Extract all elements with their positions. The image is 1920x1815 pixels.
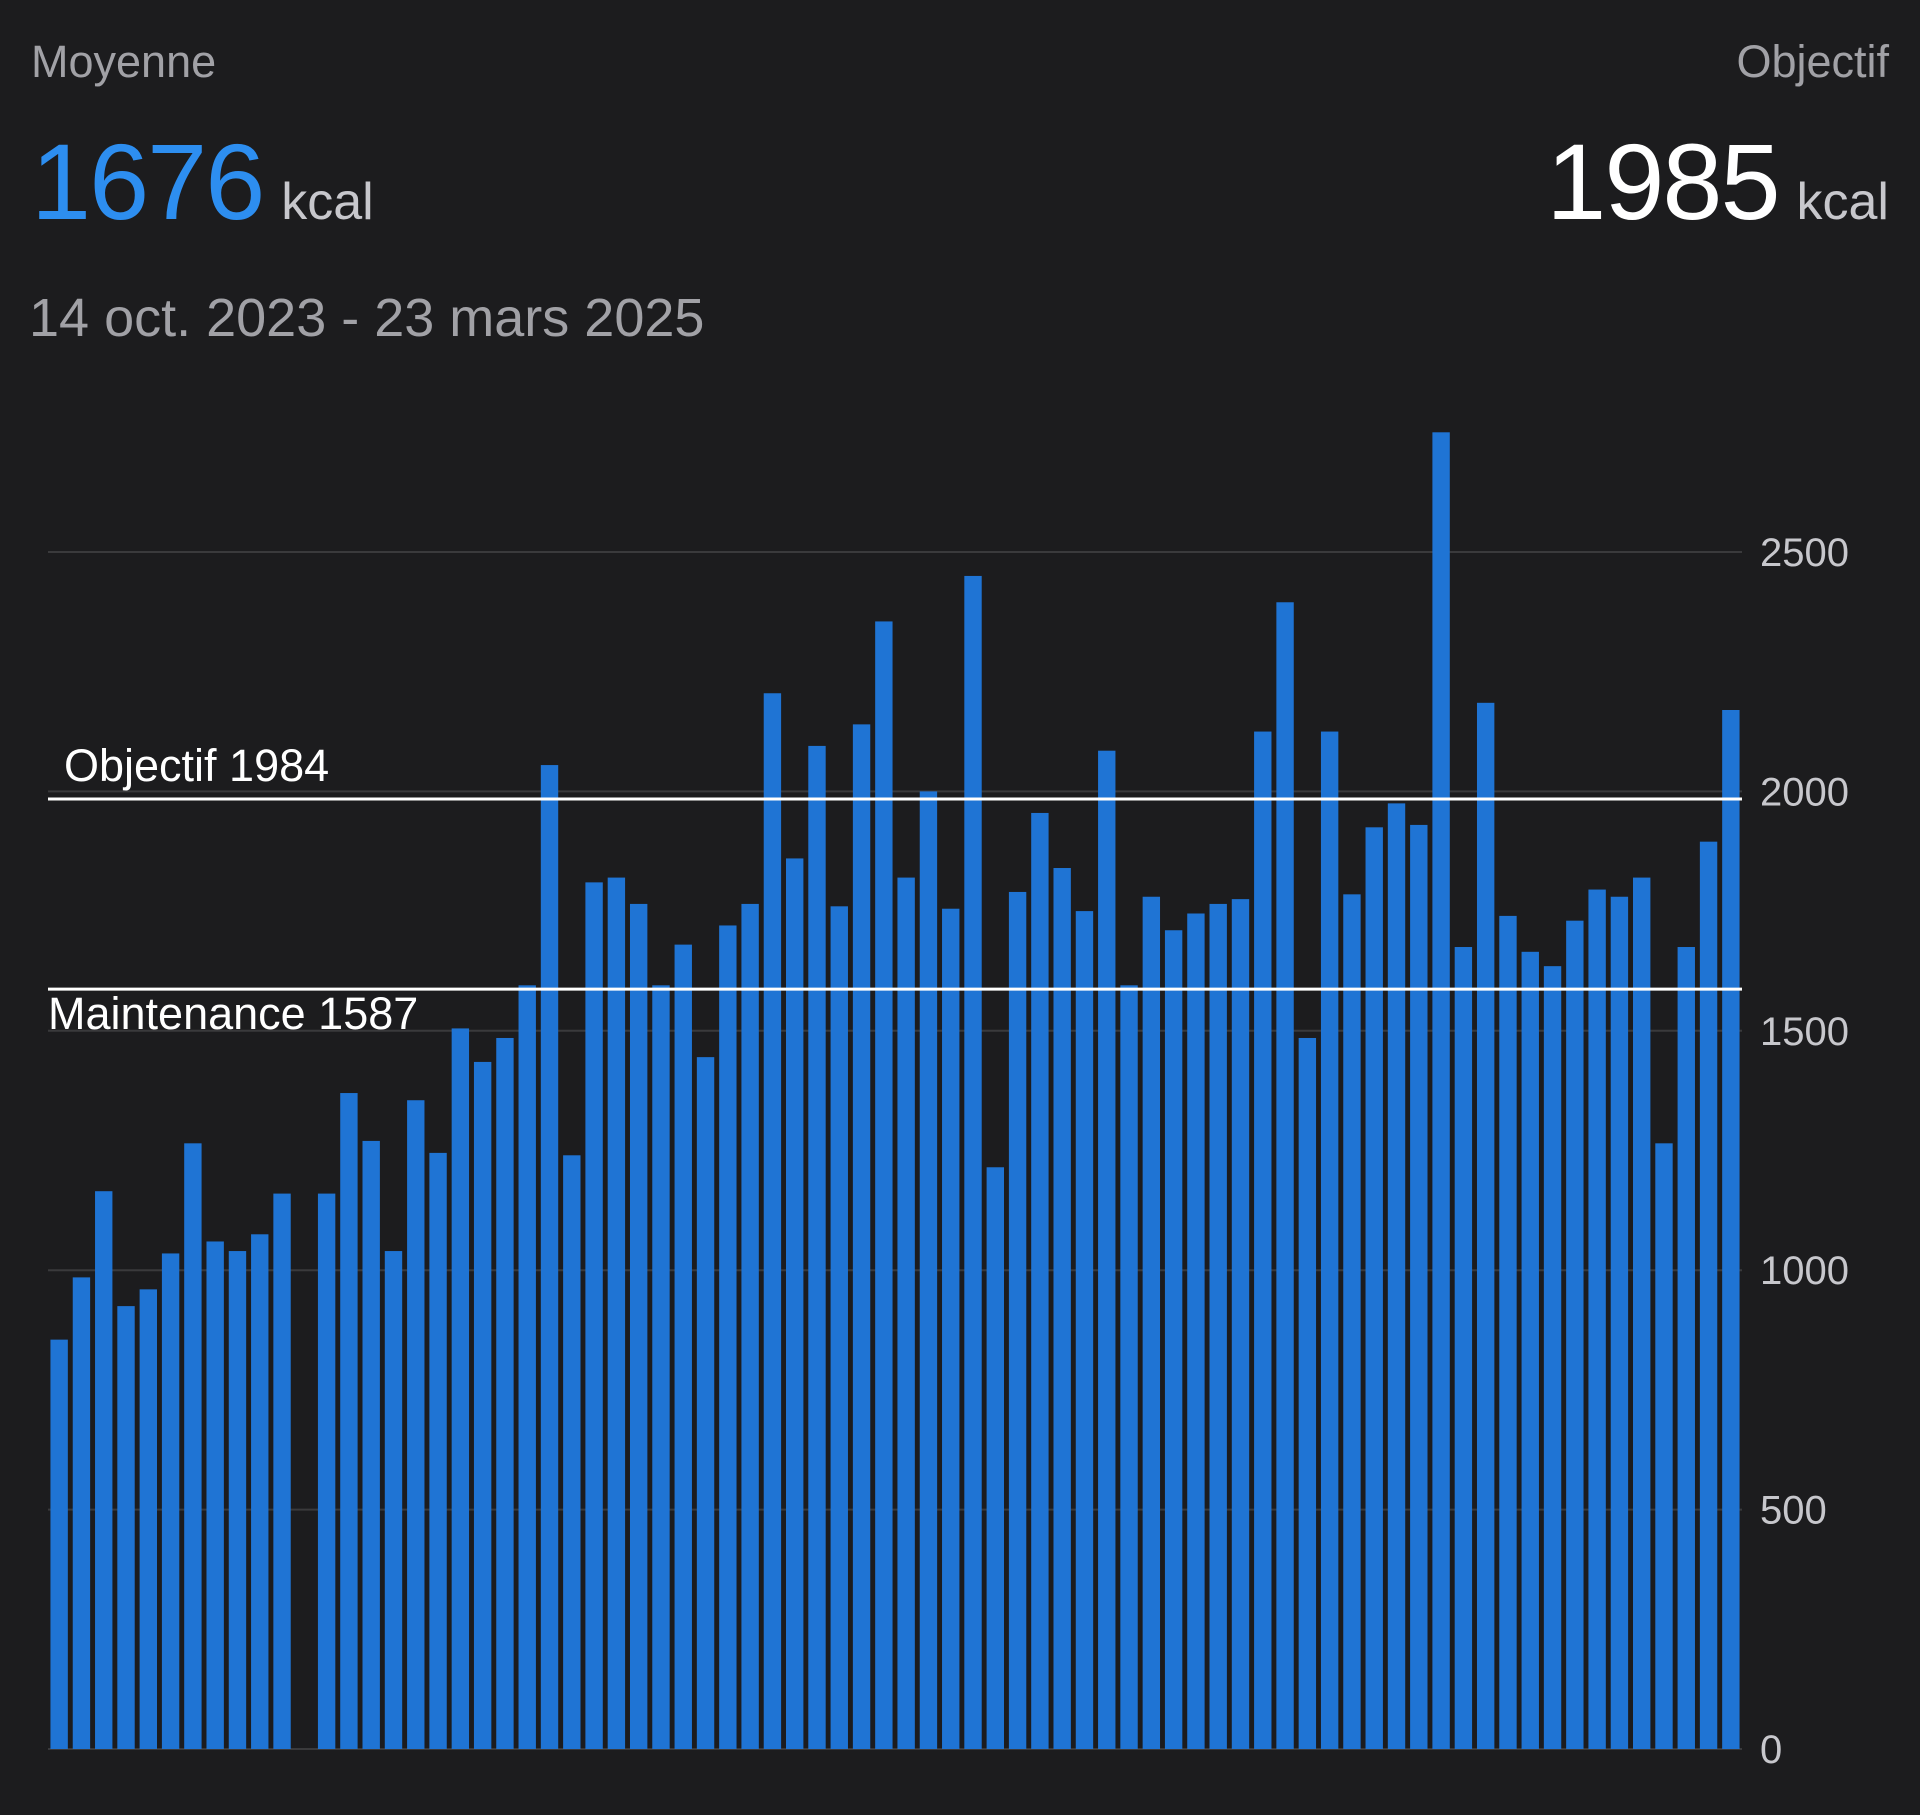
bar-52[interactable] — [1209, 903, 1227, 1749]
bar-32[interactable] — [763, 693, 782, 1749]
bar-39[interactable] — [919, 791, 938, 1749]
bar-8[interactable] — [228, 1251, 247, 1749]
reference-label-0: Objectif 1984 — [64, 740, 329, 791]
bar-47[interactable] — [1098, 750, 1116, 1749]
bar-71[interactable] — [1633, 877, 1651, 1749]
bar-49[interactable] — [1142, 896, 1161, 1749]
bar-25[interactable] — [607, 877, 626, 1749]
bar-46[interactable] — [1075, 911, 1094, 1749]
bar-58[interactable] — [1343, 894, 1361, 1749]
bar-62[interactable] — [1432, 432, 1450, 1749]
average-row: 1676 kcal — [31, 121, 374, 252]
average-unit: kcal — [281, 173, 374, 231]
bar-61[interactable] — [1410, 824, 1428, 1749]
bar-1[interactable] — [72, 1277, 91, 1749]
bar-14[interactable] — [362, 1140, 380, 1749]
bar-45[interactable] — [1053, 868, 1071, 1749]
bar-16[interactable] — [407, 1100, 425, 1749]
bar-18[interactable] — [451, 1028, 470, 1749]
bar-51[interactable] — [1187, 913, 1205, 1749]
bar-40[interactable] — [942, 908, 960, 1749]
bar-68[interactable] — [1566, 920, 1584, 1749]
bar-72[interactable] — [1655, 1143, 1673, 1749]
bar-60[interactable] — [1387, 803, 1406, 1749]
bar-50[interactable] — [1164, 930, 1183, 1749]
bar-35[interactable] — [830, 906, 848, 1749]
bar-6[interactable] — [184, 1143, 202, 1749]
average-label: Moyenne — [31, 36, 217, 87]
bars — [50, 432, 1740, 1750]
bar-26[interactable] — [629, 903, 648, 1749]
bar-54[interactable] — [1254, 731, 1272, 1749]
bar-31[interactable] — [741, 903, 759, 1749]
bar-53[interactable] — [1231, 899, 1250, 1749]
bar-17[interactable] — [429, 1152, 447, 1749]
bar-10[interactable] — [273, 1193, 291, 1749]
bar-13[interactable] — [340, 1093, 358, 1749]
bar-4[interactable] — [139, 1289, 157, 1749]
bar-37[interactable] — [875, 621, 893, 1750]
bar-3[interactable] — [117, 1306, 135, 1749]
bar-22[interactable] — [540, 765, 559, 1749]
bar-69[interactable] — [1588, 889, 1606, 1749]
bar-59[interactable] — [1365, 827, 1383, 1749]
bar-55[interactable] — [1276, 602, 1294, 1749]
average-stat: Moyenne 1676 kcal — [31, 32, 374, 252]
y-tick-label-500: 500 — [1760, 1489, 1827, 1533]
bar-21[interactable] — [518, 985, 536, 1749]
bar-20[interactable] — [496, 1037, 514, 1749]
bar-74[interactable] — [1699, 841, 1718, 1749]
average-value: 1676 — [31, 121, 265, 242]
bar-56[interactable] — [1298, 1037, 1317, 1749]
bar-41[interactable] — [964, 575, 982, 1750]
bar-42[interactable] — [986, 1167, 1004, 1749]
bar-5[interactable] — [161, 1253, 180, 1749]
reference-label-1: Maintenance 1587 — [48, 988, 418, 1039]
y-tick-label-1000: 1000 — [1760, 1249, 1849, 1293]
y-tick-label-2500: 2500 — [1760, 531, 1849, 575]
y-tick-label-2000: 2000 — [1760, 770, 1849, 814]
bar-48[interactable] — [1120, 985, 1138, 1749]
goal-value: 1985 — [1546, 121, 1780, 242]
goal-unit: kcal — [1796, 173, 1889, 231]
bar-43[interactable] — [1008, 891, 1027, 1749]
bar-70[interactable] — [1610, 896, 1629, 1749]
bar-36[interactable] — [852, 724, 871, 1749]
bar-73[interactable] — [1677, 947, 1695, 1749]
bar-30[interactable] — [719, 925, 737, 1749]
bar-2[interactable] — [95, 1191, 113, 1749]
bar-15[interactable] — [384, 1251, 403, 1749]
date-range: 14 oct. 2023 - 23 mars 2025 — [29, 288, 705, 348]
bar-9[interactable] — [251, 1234, 269, 1749]
bar-19[interactable] — [473, 1061, 492, 1749]
bar-23[interactable] — [563, 1155, 581, 1749]
y-tick-label-1500: 1500 — [1760, 1010, 1849, 1054]
reference-lines: Objectif 1984 Maintenance 1587 — [48, 740, 1742, 1039]
goal-stat: Objectif 1985 kcal — [1546, 32, 1889, 252]
bar-28[interactable] — [674, 944, 692, 1749]
bar-44[interactable] — [1031, 812, 1049, 1749]
bar-75[interactable] — [1722, 710, 1740, 1749]
y-tick-label-0: 0 — [1760, 1728, 1782, 1772]
bar-57[interactable] — [1320, 731, 1339, 1749]
bar-64[interactable] — [1476, 702, 1495, 1749]
bar-63[interactable] — [1454, 947, 1473, 1749]
bar-12[interactable] — [317, 1193, 336, 1749]
y-axis-ticks: 0 500 1000 1500 2000 2500 — [1760, 531, 1849, 1772]
bar-65[interactable] — [1499, 915, 1517, 1749]
bar-7[interactable] — [206, 1241, 224, 1749]
bar-29[interactable] — [696, 1057, 715, 1749]
goal-label: Objectif — [1736, 36, 1889, 87]
bar-67[interactable] — [1543, 966, 1562, 1749]
bar-33[interactable] — [786, 858, 804, 1749]
bar-0[interactable] — [50, 1339, 68, 1749]
bar-38[interactable] — [897, 877, 915, 1749]
bar-24[interactable] — [585, 882, 603, 1749]
bar-34[interactable] — [808, 745, 826, 1749]
bar-27[interactable] — [652, 985, 670, 1749]
goal-row: 1985 kcal — [1546, 121, 1889, 252]
bar-66[interactable] — [1521, 951, 1539, 1749]
